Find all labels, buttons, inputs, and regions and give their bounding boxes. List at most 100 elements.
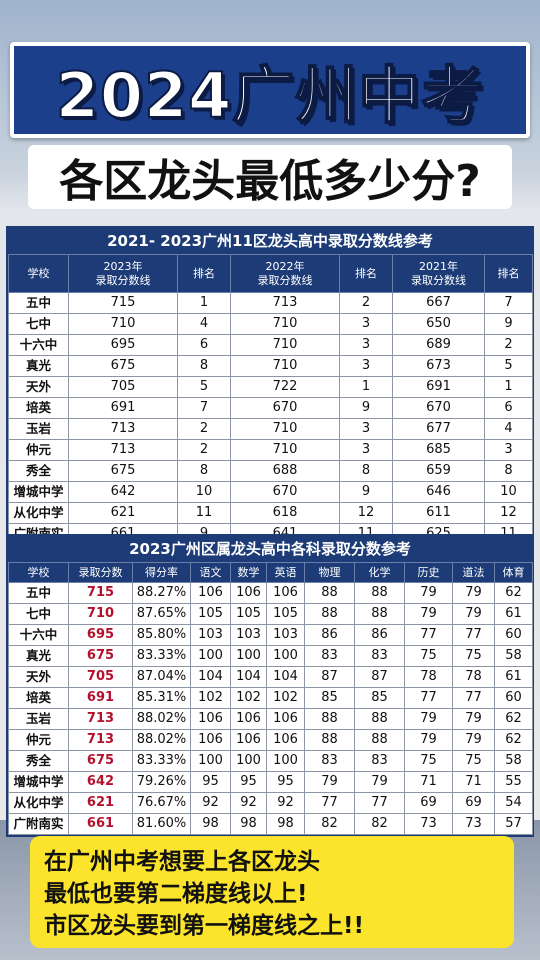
table-cell: 722: [230, 376, 340, 398]
table-row: 增城中学 642 79.26% 95 95 95 79 79 71 71 55: [8, 771, 533, 793]
table-cell: 88: [354, 708, 405, 730]
table1-header-cell: 2022年 录取分数线: [230, 254, 340, 293]
table-cell: 57: [494, 813, 533, 835]
school-name: 十六中: [8, 624, 69, 646]
table-cell: 75: [452, 750, 495, 772]
table1-header-cell: 排名: [339, 254, 393, 293]
table-cell: 82: [354, 813, 405, 835]
table-cell: 677: [392, 418, 485, 440]
table-cell: 83: [304, 750, 355, 772]
table-row: 天外 705 5 722 1 691 1: [8, 376, 533, 398]
table-cell: 710: [230, 439, 340, 461]
table-cell: 642: [68, 771, 133, 793]
table-row: 十六中 695 85.80% 103 103 103 86 86 77 77 60: [8, 624, 533, 646]
table-cell: 77: [354, 792, 405, 814]
table-cell: 88: [354, 729, 405, 751]
main-title: 2024广州中考: [55, 58, 485, 133]
table-cell: 75: [404, 645, 453, 667]
table-cell: 83: [354, 645, 405, 667]
table-cell: 3: [339, 355, 393, 377]
table-cell: 79: [452, 708, 495, 730]
table-cell: 642: [68, 481, 178, 503]
table-cell: 88: [304, 603, 355, 625]
table-row: 真光 675 83.33% 100 100 100 83 83 75 75 58: [8, 645, 533, 667]
table-cell: 76.67%: [132, 792, 191, 814]
table-cell: 100: [266, 750, 305, 772]
table-cell: 85: [354, 687, 405, 709]
table2-header-cell: 数学: [230, 562, 267, 583]
table-cell: 75: [404, 750, 453, 772]
table-cell: 106: [266, 708, 305, 730]
table-cell: 69: [404, 792, 453, 814]
table-row: 五中 715 88.27% 106 106 106 88 88 79 79 62: [8, 582, 533, 604]
table-cell: 4: [177, 313, 231, 335]
table-cell: 2: [339, 292, 393, 314]
table-cell: 102: [190, 687, 231, 709]
table-cell: 62: [494, 582, 533, 604]
table-cell: 5: [177, 376, 231, 398]
table-cell: 83.33%: [132, 645, 191, 667]
table-cell: 88: [354, 582, 405, 604]
table-cell: 10: [177, 481, 231, 503]
table-cell: 8: [484, 460, 533, 482]
table-cell: 670: [230, 481, 340, 503]
table-cell: 79: [404, 582, 453, 604]
note-box: 在广州中考想要上各区龙头 最低也要第二梯度线以上! 市区龙头要到第一梯度线之上!…: [30, 836, 514, 948]
table-row: 真光 675 8 710 3 673 5: [8, 355, 533, 377]
table-cell: 4: [484, 418, 533, 440]
table2-header-cell: 物理: [304, 562, 355, 583]
table-cell: 659: [392, 460, 485, 482]
table1-header-cell: 2023年 录取分数线: [68, 254, 178, 293]
table-cell: 77: [452, 687, 495, 709]
table-cell: 646: [392, 481, 485, 503]
table-cell: 3: [339, 334, 393, 356]
table-cell: 710: [230, 334, 340, 356]
table-cell: 685: [392, 439, 485, 461]
table-cell: 710: [230, 355, 340, 377]
table-cell: 715: [68, 582, 133, 604]
school-name: 从化中学: [8, 502, 69, 524]
school-name: 真光: [8, 645, 69, 667]
table-cell: 713: [68, 439, 178, 461]
table1-header-row: 学校 2023年 录取分数线 排名 2022年 录取分数线 排名 2021年 录取分数线 排名: [8, 254, 533, 293]
table-cell: 710: [68, 313, 178, 335]
table-cell: 62: [494, 729, 533, 751]
school-name: 培英: [8, 397, 69, 419]
school-name: 天外: [8, 666, 69, 688]
table-cell: 87: [304, 666, 355, 688]
table-cell: 88: [304, 582, 355, 604]
table-cell: 6: [177, 334, 231, 356]
table-cell: 85.80%: [132, 624, 191, 646]
table-row: 秀全 675 8 688 8 659 8: [8, 460, 533, 482]
school-name: 仲元: [8, 729, 69, 751]
table-cell: 79: [452, 729, 495, 751]
table2-header-cell: 体育: [494, 562, 533, 583]
table-cell: 95: [190, 771, 231, 793]
table-cell: 61: [494, 666, 533, 688]
school-name: 玉岩: [8, 708, 69, 730]
table-cell: 1: [484, 376, 533, 398]
table-cell: 55: [494, 771, 533, 793]
table2-header-cell: 语文: [190, 562, 231, 583]
table2-header-cell: 学校: [8, 562, 69, 583]
note-line-1: 在广州中考想要上各区龙头: [44, 849, 320, 875]
table-cell: 710: [68, 603, 133, 625]
table-cell: 75: [452, 645, 495, 667]
table-cell: 103: [266, 624, 305, 646]
table-cell: 77: [404, 687, 453, 709]
table2-header-row: 学校 录取分数 得分率 语文 数学 英语 物理 化学 历史 道法 体育: [8, 562, 533, 583]
school-name: 培英: [8, 687, 69, 709]
school-name: 七中: [8, 313, 69, 335]
school-name: 真光: [8, 355, 69, 377]
table-cell: 3: [339, 418, 393, 440]
table-cell: 79: [354, 771, 405, 793]
school-name: 增城中学: [8, 481, 69, 503]
table1-header-cell: 排名: [484, 254, 533, 293]
table2-header-cell: 得分率: [132, 562, 191, 583]
table-cell: 77: [452, 624, 495, 646]
table-cell: 88.27%: [132, 582, 191, 604]
table-cell: 7: [177, 397, 231, 419]
table-cell: 88: [304, 729, 355, 751]
table-cell: 71: [452, 771, 495, 793]
table-cell: 9: [339, 481, 393, 503]
